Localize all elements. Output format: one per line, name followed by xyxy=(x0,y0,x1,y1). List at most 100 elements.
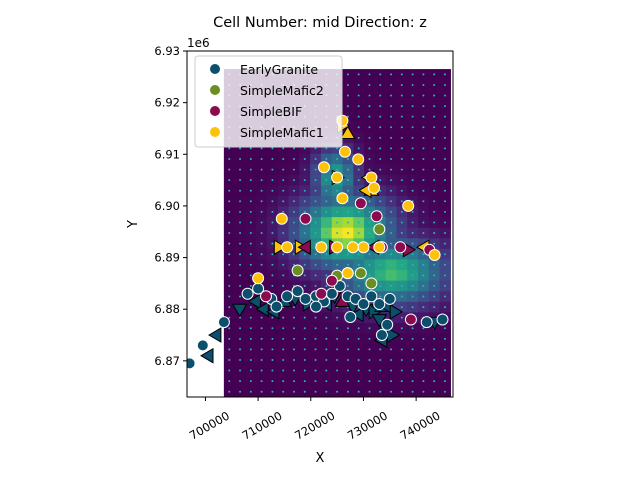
grid-dot xyxy=(239,242,242,245)
grid-dot xyxy=(260,157,263,160)
grid-dot xyxy=(357,94,360,97)
legend-box xyxy=(194,55,343,148)
grid-dot xyxy=(422,369,425,372)
scatter-point xyxy=(196,339,209,352)
grid-dot xyxy=(422,327,425,330)
grid-dot xyxy=(303,147,306,150)
grid-dot xyxy=(314,316,317,319)
grid-dot xyxy=(411,126,414,129)
grid-dot xyxy=(228,337,231,340)
grid-dot xyxy=(260,253,263,256)
grid-dot xyxy=(357,284,360,287)
grid-dot xyxy=(357,348,360,351)
grid-dot xyxy=(325,221,328,224)
grid-dot xyxy=(443,157,446,160)
grid-dot xyxy=(433,94,436,97)
grid-dot xyxy=(422,157,425,160)
grid-dot xyxy=(249,327,252,330)
grid-dot xyxy=(411,242,414,245)
grid-dot xyxy=(433,189,436,192)
y-axis-label: Y xyxy=(126,220,141,229)
grid-dot xyxy=(390,274,393,277)
y-offset-label: 1e6 xyxy=(187,36,210,50)
grid-dot xyxy=(249,168,252,171)
grid-dot xyxy=(368,115,371,118)
grid-dot xyxy=(411,390,414,393)
grid-dot xyxy=(400,94,403,97)
grid-dot xyxy=(271,390,274,393)
grid-dot xyxy=(433,380,436,383)
grid-dot xyxy=(433,147,436,150)
scatter-point xyxy=(352,153,365,166)
grid-dot xyxy=(271,369,274,372)
grid-dot xyxy=(346,179,349,182)
grid-dot xyxy=(411,73,414,76)
grid-dot xyxy=(292,369,295,372)
grid-dot xyxy=(303,210,306,213)
grid-dot xyxy=(228,189,231,192)
grid-dot xyxy=(443,253,446,256)
scatter-point xyxy=(368,181,380,194)
y-axis: 6.87 6.88 6.89 6.90 6.91 6.92 6.93 xyxy=(154,44,187,368)
grid-dot xyxy=(368,221,371,224)
grid-dot xyxy=(249,380,252,383)
grid-dot xyxy=(422,380,425,383)
grid-dot xyxy=(379,136,382,139)
grid-dot xyxy=(271,358,274,361)
grid-dot xyxy=(390,253,393,256)
grid-dot xyxy=(422,284,425,287)
grid-dot xyxy=(400,210,403,213)
grid-dot xyxy=(228,390,231,393)
grid-dot xyxy=(325,327,328,330)
grid-dot xyxy=(336,380,339,383)
grid-dot xyxy=(292,380,295,383)
grid-dot xyxy=(249,316,252,319)
grid-dot xyxy=(411,136,414,139)
grid-dot xyxy=(249,242,252,245)
legend-label: SimpleMafic2 xyxy=(240,83,324,98)
grid-dot xyxy=(292,242,295,245)
grid-dot xyxy=(271,274,274,277)
grid-dot xyxy=(390,105,393,108)
grid-dot xyxy=(239,189,242,192)
grid-dot xyxy=(325,348,328,351)
scatter-point xyxy=(394,241,407,254)
grid-dot xyxy=(346,232,349,235)
grid-dot xyxy=(249,200,252,203)
grid-dot xyxy=(282,337,285,340)
grid-dot xyxy=(422,200,425,203)
grid-dot xyxy=(433,200,436,203)
grid-dot xyxy=(443,136,446,139)
grid-dot xyxy=(411,327,414,330)
scatter-point xyxy=(299,212,312,225)
legend-marker xyxy=(210,106,220,116)
grid-dot xyxy=(433,295,436,298)
grid-dot xyxy=(325,157,328,160)
grid-dot xyxy=(443,189,446,192)
scatter-points xyxy=(187,114,449,370)
triangle-marker xyxy=(389,303,404,320)
grid-dot xyxy=(228,316,231,319)
x-tick-label: 730000 xyxy=(345,408,390,442)
grid-dot xyxy=(260,358,263,361)
grid-dot xyxy=(390,263,393,266)
grid-dot xyxy=(239,200,242,203)
grid-dot xyxy=(325,358,328,361)
grid-dot xyxy=(433,358,436,361)
grid-dot xyxy=(390,221,393,224)
grid-dot xyxy=(228,274,231,277)
triangle-marker xyxy=(273,239,288,256)
grid-dot xyxy=(314,369,317,372)
grid-dot xyxy=(271,284,274,287)
grid-dot xyxy=(400,274,403,277)
grid-dot xyxy=(368,83,371,86)
grid-dot xyxy=(368,200,371,203)
grid-dot xyxy=(228,242,231,245)
grid-dot xyxy=(303,380,306,383)
grid-dot xyxy=(249,337,252,340)
grid-dot xyxy=(433,73,436,76)
grid-dot xyxy=(368,73,371,76)
grid-dot xyxy=(443,327,446,330)
grid-dot xyxy=(228,179,231,182)
